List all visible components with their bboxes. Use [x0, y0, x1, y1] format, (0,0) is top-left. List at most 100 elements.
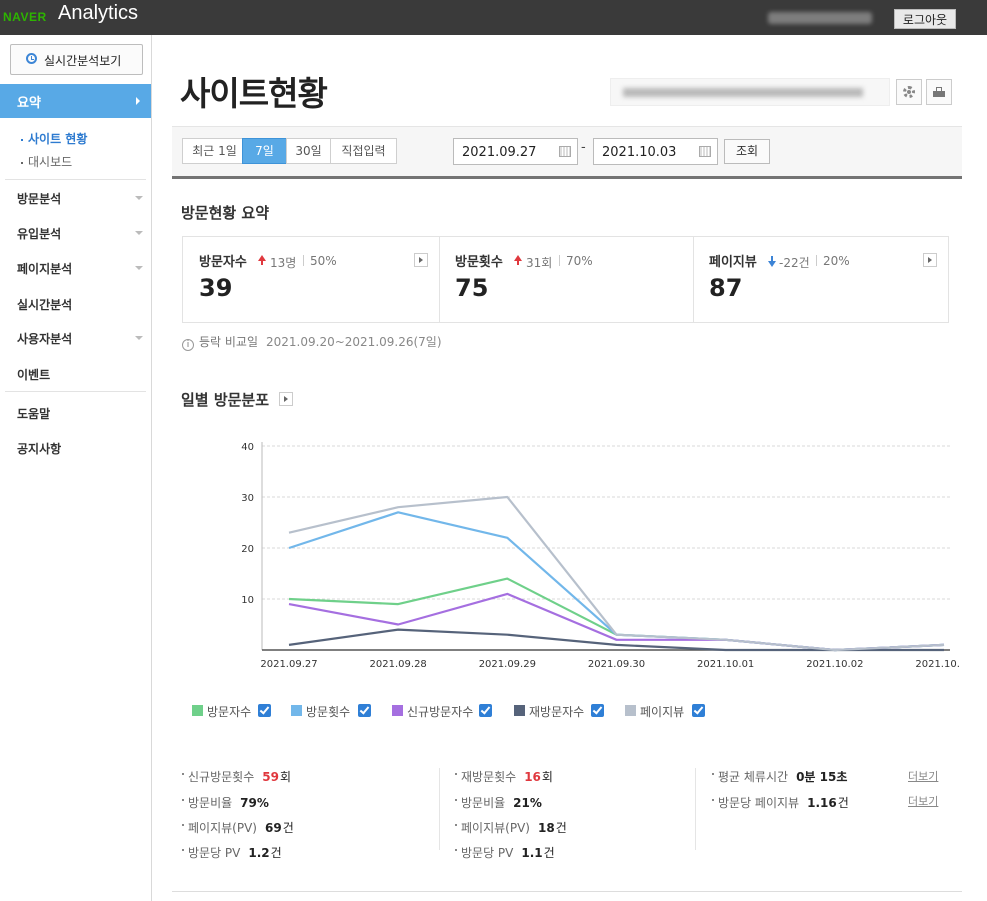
summary-card-value: 75 — [455, 274, 489, 302]
stat-new-visit-ratio: 방문비율 79% — [182, 794, 269, 811]
summary-detail-button[interactable] — [414, 253, 428, 267]
legend-swatch — [625, 705, 636, 716]
legend-checkbox[interactable] — [479, 704, 492, 717]
start-date-value: 2021.09.27 — [462, 145, 537, 160]
stat-return-visit-ratio: 방문비율 21% — [455, 794, 542, 811]
daily-distribution-detail-button[interactable] — [279, 392, 293, 406]
legend-checkbox[interactable] — [692, 704, 705, 717]
sidebar-item-inflow-analysis[interactable]: 유입분석 — [17, 227, 62, 241]
x-tick-label: 2021.09.30 — [588, 659, 645, 670]
more-link-pageviews[interactable]: 더보기 — [908, 795, 939, 808]
start-date-input[interactable]: 2021.09.27 — [453, 138, 578, 165]
search-button[interactable]: 조회 — [724, 139, 770, 164]
sidebar-item-realtime-analysis[interactable]: 실시간분석 — [17, 298, 73, 312]
stat-unit: 회 — [279, 770, 291, 784]
legend-label: 페이지뷰 — [640, 705, 685, 719]
legend-checkbox[interactable] — [358, 704, 371, 717]
realtime-analysis-label: 실시간분석보기 — [44, 54, 122, 68]
print-button[interactable] — [926, 79, 952, 105]
chevron-down-icon[interactable] — [135, 336, 143, 340]
stat-value: 69 — [264, 821, 282, 835]
visit-summary-box: 방문자수 13명 50% 39 방문횟수 31회 70% 75 페이지뷰 -22… — [182, 236, 949, 323]
stat-new-visits: 신규방문횟수 59회 — [182, 768, 291, 785]
y-tick-label: 30 — [241, 493, 254, 504]
card-divider — [439, 237, 440, 322]
sidebar-item-visit-analysis[interactable]: 방문분석 — [17, 192, 62, 206]
summary-card-label: 방문자수 — [199, 255, 247, 270]
bullet-icon — [21, 161, 23, 164]
sidebar-item-notice[interactable]: 공지사항 — [17, 442, 62, 456]
stat-value: 79% — [240, 796, 269, 810]
arrow-up-icon — [514, 255, 522, 265]
more-link-duration[interactable]: 더보기 — [908, 770, 939, 783]
sidebar-item-event[interactable]: 이벤트 — [17, 368, 51, 382]
series-line-1 — [288, 511, 945, 652]
stat-value: 59 — [262, 770, 279, 784]
y-tick-label: 20 — [241, 544, 254, 555]
arrow-up-icon — [258, 255, 266, 265]
stat-label: 페이지뷰(PV) — [188, 821, 257, 835]
calendar-icon[interactable] — [559, 146, 571, 157]
legend-checkbox[interactable] — [591, 704, 604, 717]
period-30day-button[interactable]: 30일 — [286, 138, 331, 164]
logout-button[interactable]: 로그아웃 — [894, 9, 956, 29]
sidebar-item-help[interactable]: 도움말 — [17, 407, 51, 421]
legend-label: 재방문자수 — [529, 705, 585, 719]
stat-label: 방문당 PV — [188, 846, 241, 860]
page-title: 사이트현황 — [180, 74, 328, 113]
submenu-dashboard[interactable]: 대시보드 — [21, 153, 72, 170]
stat-value: 1.2 — [248, 846, 270, 860]
chevron-down-icon[interactable] — [135, 266, 143, 270]
period-1day-button[interactable]: 최근 1일 — [182, 138, 247, 164]
bullet-icon — [21, 138, 23, 141]
stat-return-pv-per-visit: 방문당 PV 1.1건 — [455, 844, 555, 861]
pipe-divider — [816, 255, 817, 266]
summary-card-label: 페이지뷰 — [709, 255, 757, 270]
summary-card-label: 방문횟수 — [455, 255, 503, 270]
calendar-icon[interactable] — [699, 146, 711, 157]
sidebar-item-page-analysis[interactable]: 페이지분석 — [17, 262, 73, 276]
stat-unit: 회 — [541, 770, 553, 784]
period-custom-button[interactable]: 직접입력 — [330, 138, 397, 164]
compare-range: 2021.09.20~2021.09.26(7일) — [266, 335, 442, 349]
sidebar-item-user-analysis[interactable]: 사용자분석 — [17, 332, 73, 346]
stat-return-pageviews: 페이지뷰(PV) 18건 — [455, 819, 567, 836]
compare-label: 등락 비교일 — [199, 335, 259, 349]
submenu-site-status[interactable]: 사이트 현황 — [21, 130, 87, 147]
chevron-down-icon[interactable] — [135, 196, 143, 200]
printer-icon — [933, 87, 945, 97]
stat-value: 1.1 — [521, 846, 543, 860]
period-7day-button[interactable]: 7일 — [242, 138, 287, 164]
series-line-4 — [288, 495, 945, 652]
stat-new-pv-per-visit: 방문당 PV 1.2건 — [182, 844, 282, 861]
legend-label: 방문자수 — [207, 705, 252, 719]
stat-return-visits: 재방문횟수 16회 — [455, 768, 553, 785]
clock-icon — [26, 53, 37, 64]
stat-new-pageviews: 페이지뷰(PV) 69건 — [182, 819, 294, 836]
series-line-2 — [288, 592, 945, 652]
sidebar-divider — [5, 179, 146, 180]
x-tick-label: 2021.09.27 — [260, 659, 317, 670]
legend-checkbox[interactable] — [258, 704, 271, 717]
site-url-select[interactable] — [610, 78, 890, 106]
chevron-down-icon[interactable] — [135, 231, 143, 235]
settings-button[interactable] — [896, 79, 922, 105]
stat-unit: 건 — [837, 796, 849, 810]
summary-detail-button[interactable] — [923, 253, 937, 267]
stat-value: 21% — [513, 796, 542, 810]
naver-logo-text: NAVER — [3, 10, 47, 24]
summary-card-delta: 13명 — [270, 256, 297, 270]
stat-label: 방문비율 — [461, 796, 506, 810]
summary-card-pageviews: 페이지뷰 -22건 20% 87 — [693, 237, 948, 322]
end-date-input[interactable]: 2021.10.03 — [593, 138, 718, 165]
x-tick-label: 2021.09.29 — [479, 659, 536, 670]
sidebar-item-summary[interactable]: 요약 — [0, 84, 151, 118]
pipe-divider — [559, 255, 560, 266]
stat-pageviews-per-visit: 방문당 페이지뷰 1.16건 — [712, 794, 849, 811]
stat-unit: 건 — [270, 846, 282, 860]
realtime-analysis-button[interactable]: 실시간분석보기 — [10, 44, 143, 75]
sidebar: 실시간분석보기 요약 사이트 현황 대시보드 방문분석 유입분석 페이지분석 실… — [0, 35, 152, 901]
summary-card-percent: 20% — [823, 254, 850, 268]
stat-label: 재방문횟수 — [461, 770, 517, 784]
x-tick-label: 2021.10.01 — [697, 659, 754, 670]
